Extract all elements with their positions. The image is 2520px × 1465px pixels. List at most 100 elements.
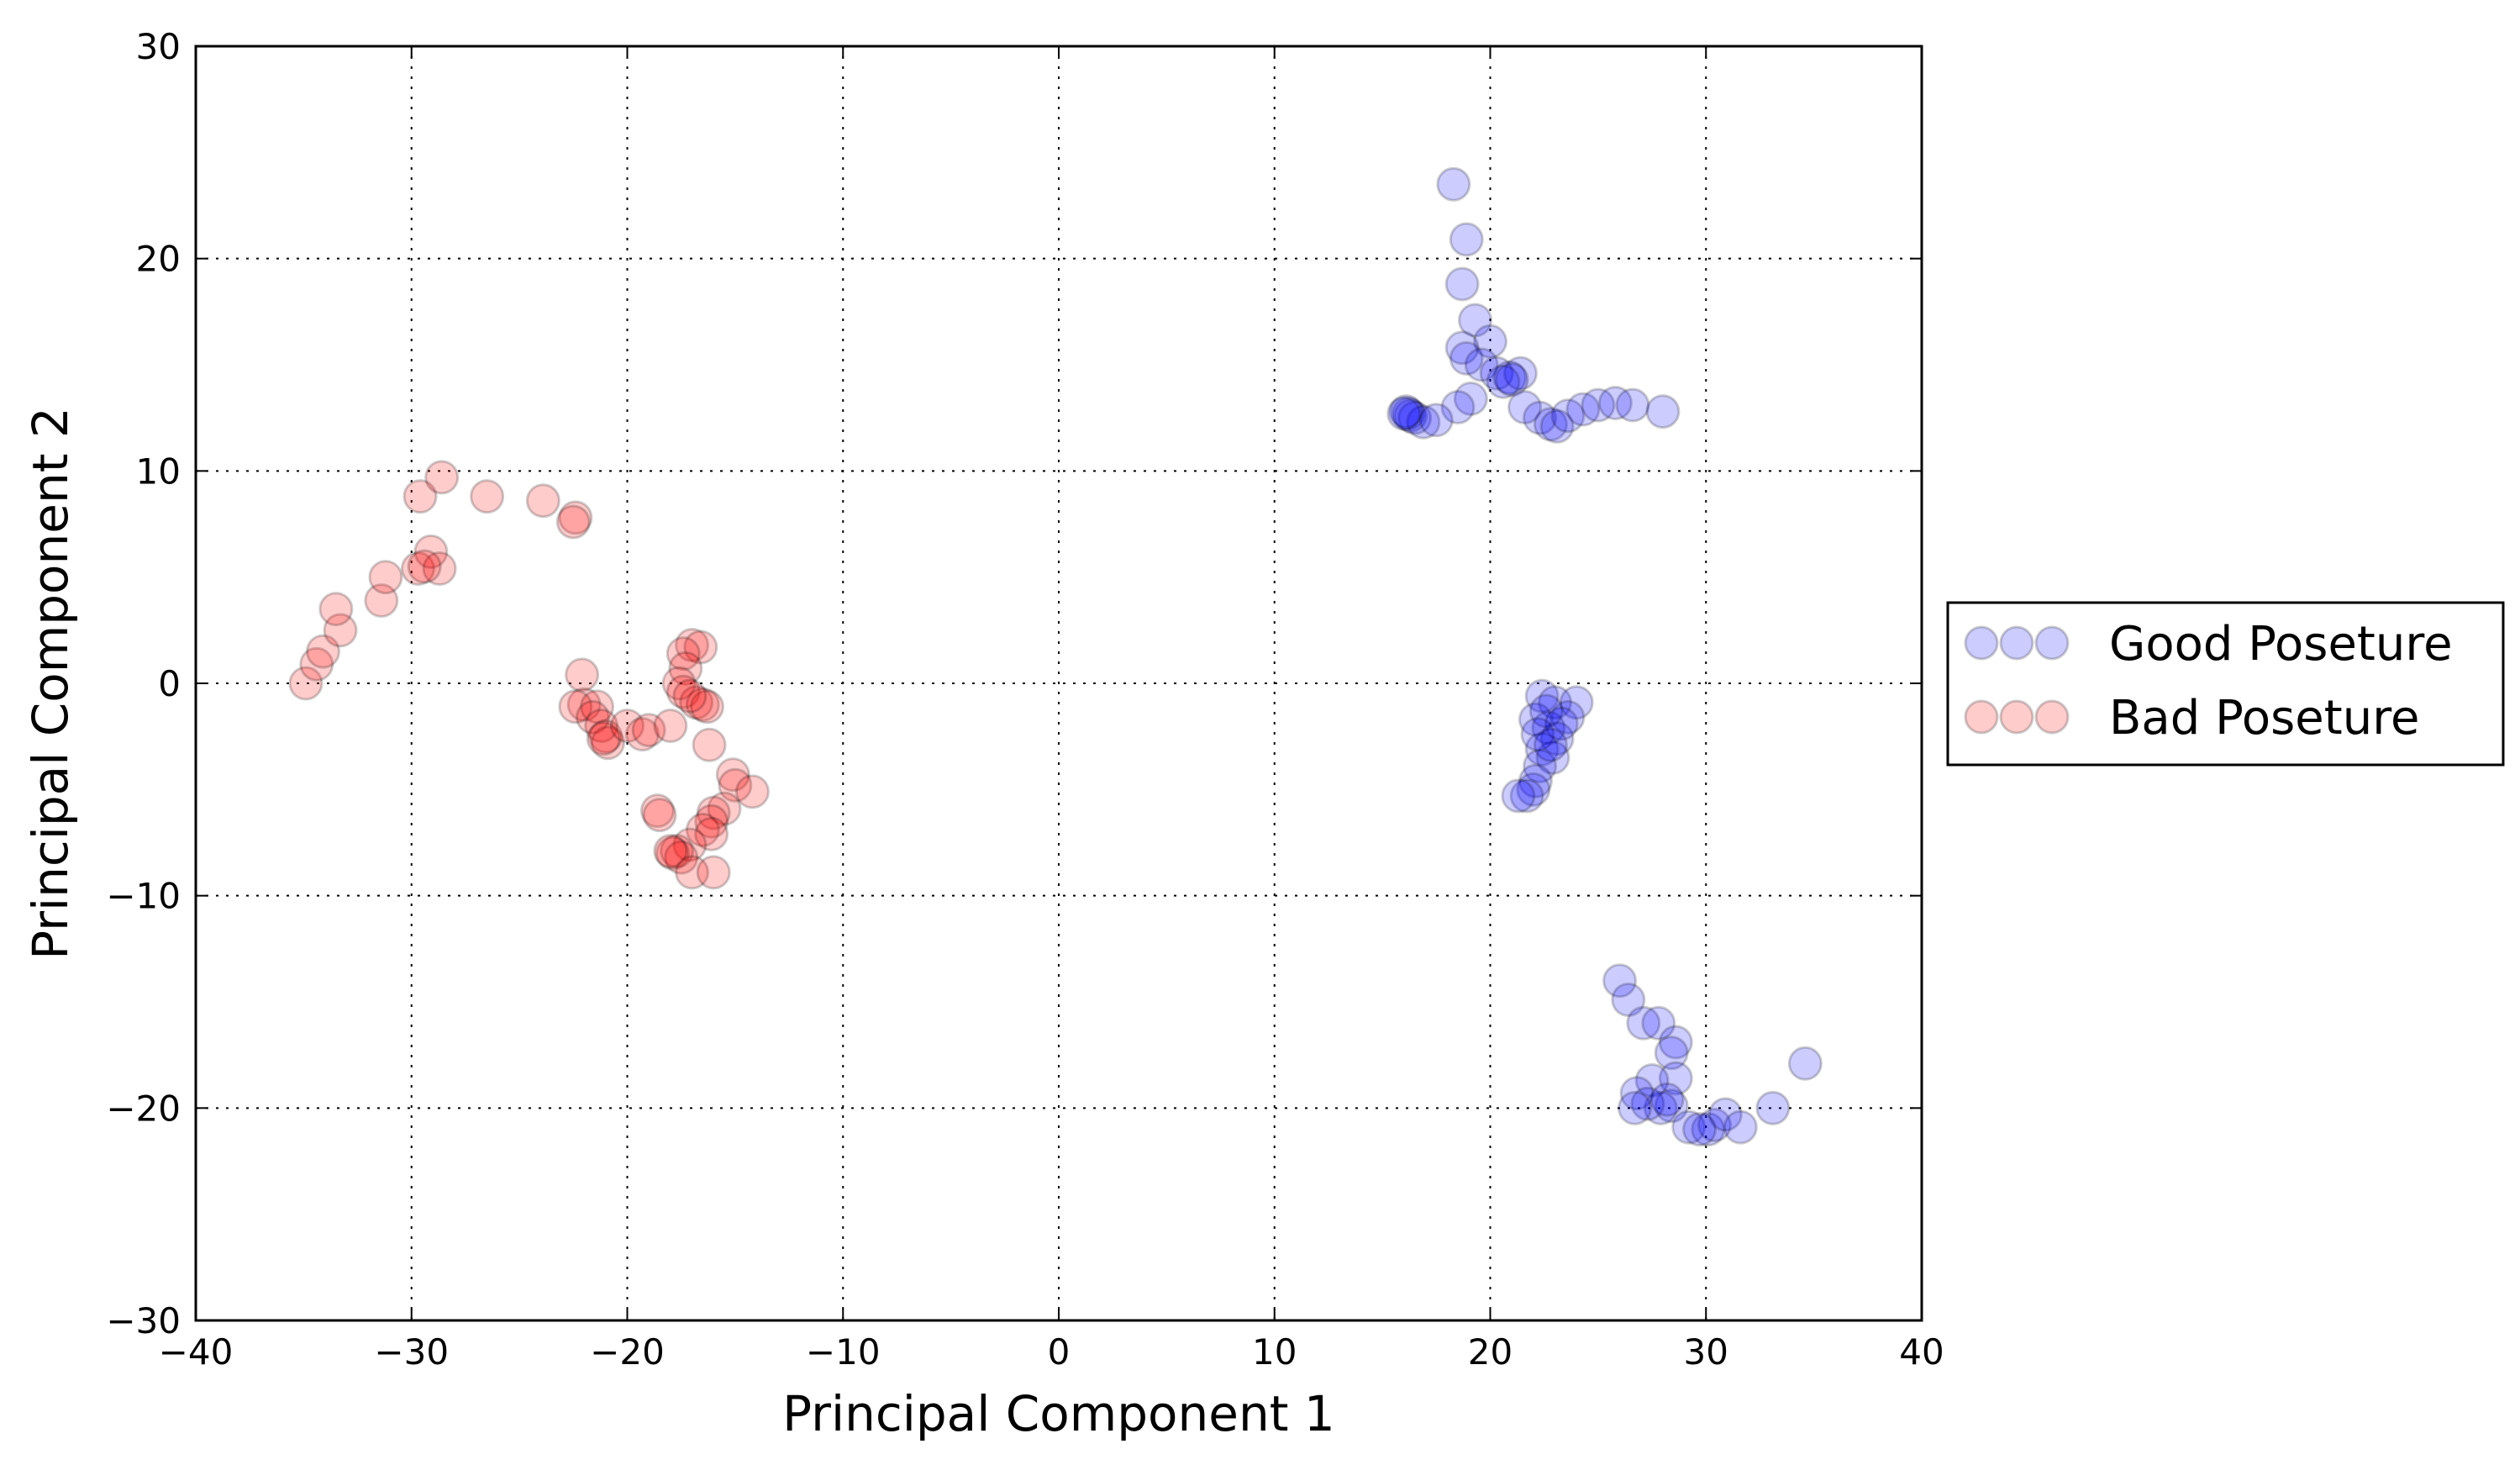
data-point (1535, 740, 1570, 775)
data-point (1397, 400, 1433, 435)
data-point (1671, 1109, 1707, 1145)
data-point (675, 628, 710, 663)
data-point (655, 835, 690, 871)
data-point (558, 500, 593, 535)
data-point (1550, 699, 1586, 735)
x-tick-label: 10 (1252, 1331, 1297, 1373)
data-point (1524, 678, 1560, 714)
data-point (1581, 387, 1616, 423)
x-axis-label: Principal Component 1 (782, 1385, 1335, 1442)
data-point (1615, 387, 1650, 423)
y-tick-label: 0 (158, 663, 181, 704)
data-point (565, 657, 600, 693)
data-point (1654, 1036, 1689, 1071)
y-tick-label: 10 (136, 451, 181, 492)
data-point (1473, 324, 1507, 359)
series-1 (288, 460, 770, 890)
data-point (1602, 963, 1638, 999)
data-point (1611, 982, 1646, 1017)
data-point (1502, 356, 1538, 391)
data-point (1492, 360, 1528, 395)
data-point (1544, 706, 1579, 741)
data-point (402, 479, 438, 514)
data-point (668, 651, 703, 686)
data-point (1618, 1090, 1653, 1125)
data-point (525, 483, 560, 519)
data-point (1520, 717, 1555, 752)
x-tick-label: 0 (1048, 1331, 1071, 1373)
data-point (1449, 340, 1484, 376)
data-point (653, 709, 688, 744)
data-point (1539, 408, 1575, 444)
data-point (1523, 749, 1558, 784)
grid (196, 46, 1922, 1320)
data-point (1559, 685, 1594, 720)
data-point (590, 725, 625, 761)
data-point (624, 717, 660, 752)
data-point (1626, 1005, 1661, 1041)
legend-marker-dot (2034, 625, 2070, 661)
legend-box (1946, 601, 2505, 767)
data-point (422, 551, 457, 587)
x-tick-label: −10 (806, 1331, 881, 1373)
data-point (675, 855, 710, 890)
data-point (1444, 266, 1480, 302)
data-point (299, 646, 334, 682)
data-point (1486, 364, 1521, 399)
x-tick-label: 20 (1468, 1331, 1513, 1373)
data-point (1501, 778, 1536, 814)
data-point (685, 812, 720, 847)
data-point (1658, 1025, 1693, 1060)
data-point (1479, 356, 1514, 391)
data-point (1550, 398, 1586, 434)
data-point (1388, 394, 1423, 429)
data-point (1787, 1046, 1823, 1081)
legend-marker-dot (1999, 699, 2034, 735)
data-point (610, 709, 644, 744)
data-point (694, 816, 729, 851)
legend-marker-good (1964, 625, 2070, 661)
data-point (642, 798, 677, 833)
data-point (1619, 1076, 1655, 1111)
data-point (305, 634, 340, 669)
data-point (1524, 731, 1560, 767)
y-axis-label: Principal Component 2 (22, 407, 79, 960)
data-point (694, 804, 729, 839)
data-point (558, 689, 593, 725)
data-point (288, 666, 324, 701)
data-point (1565, 392, 1601, 427)
data-point (1444, 330, 1480, 366)
y-tick-label: 20 (136, 239, 181, 280)
data-point (1494, 362, 1529, 398)
data-point (1682, 1112, 1718, 1147)
data-point (1509, 778, 1544, 814)
data-point (1707, 1097, 1743, 1132)
data-point (661, 666, 697, 701)
data-point (1528, 693, 1564, 729)
data-point (470, 479, 505, 514)
data-point (364, 582, 399, 618)
data-point (1386, 396, 1422, 431)
data-point (1634, 1062, 1670, 1098)
data-point (584, 709, 619, 744)
data-point (707, 791, 742, 826)
data-point (672, 827, 708, 862)
data-point (407, 549, 442, 584)
data-point (1649, 1082, 1685, 1117)
data-point (1597, 385, 1633, 420)
data-point (631, 713, 666, 748)
data-point (715, 757, 750, 793)
data-point (1539, 721, 1575, 756)
data-point (685, 687, 720, 722)
data-point (653, 834, 688, 869)
x-tick-label: −30 (374, 1331, 449, 1373)
data-point (1449, 222, 1484, 257)
data-point (1641, 1005, 1676, 1041)
y-tick-label: −10 (106, 876, 181, 917)
data-point (683, 630, 718, 665)
data-point (1531, 710, 1566, 746)
data-point (1518, 763, 1553, 798)
data-point (566, 687, 602, 722)
data-point (692, 727, 727, 762)
